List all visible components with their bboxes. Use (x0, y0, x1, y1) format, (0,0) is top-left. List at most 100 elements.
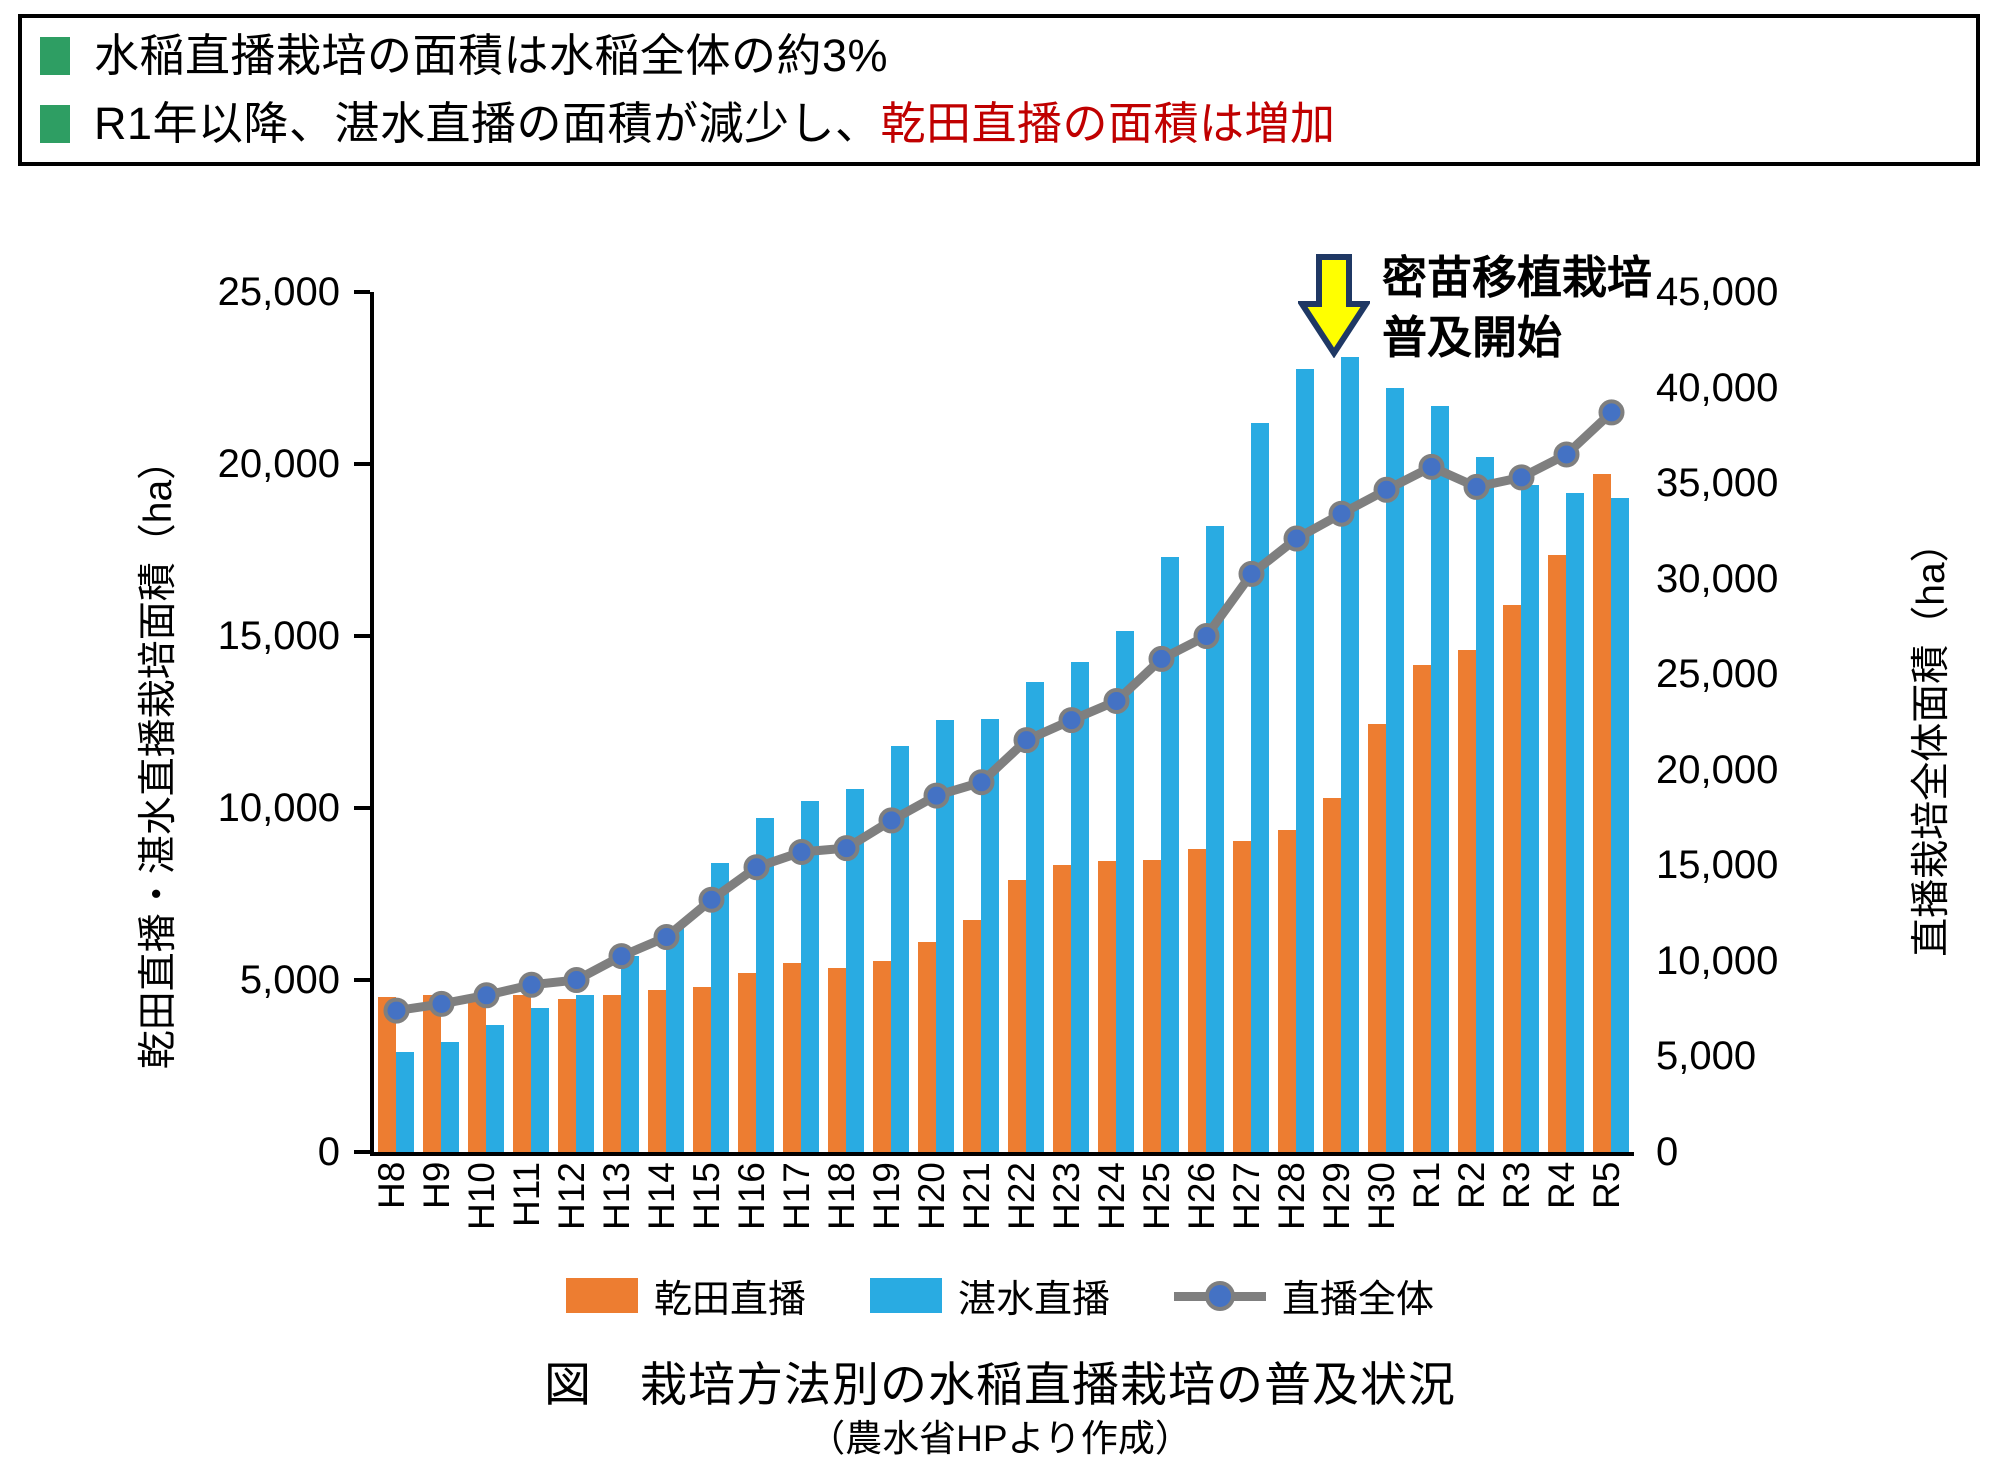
x-axis-label-H14: H14 (641, 1162, 682, 1230)
total-line-marker-H8 (383, 997, 410, 1024)
annotation-line-1: 密苗移植栽培 (1382, 252, 1653, 303)
dry-seeding-bar-R3 (1502, 605, 1521, 1152)
legend-item-dry: 乾田直播 (565, 1268, 806, 1323)
left-axis-tick-mark (354, 806, 370, 810)
annotation-text: 密苗移植栽培 普及開始 (1382, 248, 1652, 368)
total-line-marker-H27 (1238, 560, 1265, 587)
flooded-seeding-bar-H16 (755, 818, 774, 1152)
dry-seeding-bar-H10 (467, 997, 486, 1152)
left-axis-tick-label: 5,000 (239, 958, 340, 1002)
flooded-seeding-bar-H17 (800, 801, 819, 1152)
dry-seeding-bar-R2 (1457, 649, 1476, 1152)
flooded-seeding-bar-H21 (980, 718, 999, 1152)
legend-label-total: 直播全体 (1282, 1279, 1435, 1321)
flooded-seeding-bar-R5 (1610, 498, 1629, 1152)
header-text-2-red: 乾田直播の面積は増加 (880, 98, 1336, 149)
dry-seeding-bar-H23 (1052, 864, 1071, 1152)
flooded-seeding-bar-H15 (710, 863, 729, 1152)
total-line-marker-H23 (1058, 707, 1085, 734)
left-axis-tick-mark (354, 462, 370, 466)
flooded-seeding-bar-H12 (575, 995, 594, 1152)
total-line-marker-H15 (698, 886, 725, 913)
dry-seeding-bar-H12 (557, 998, 576, 1152)
left-axis-title: 乾田直播・湛水直播栽培面積（ha） (137, 440, 180, 1070)
x-axis-label-H28: H28 (1271, 1162, 1312, 1230)
dry-seeding-bar-H15 (692, 986, 711, 1152)
x-axis-label-H24: H24 (1091, 1162, 1132, 1230)
dry-seeding-bar-H22 (1007, 880, 1026, 1152)
flooded-seeding-bar-R4 (1565, 493, 1584, 1152)
total-line-marker-H9 (428, 990, 455, 1017)
total-line-marker-H29 (1328, 500, 1355, 527)
dry-seeding-bar-H19 (872, 961, 891, 1152)
x-axis-label-H17: H17 (776, 1162, 817, 1230)
x-axis-label-H9: H9 (416, 1162, 457, 1210)
total-line-marker-R1 (1418, 453, 1445, 480)
right-axis-tick-label: 30,000 (1656, 556, 1779, 601)
flooded-seeding-bar-R2 (1475, 457, 1494, 1152)
green-square-bullet-icon (40, 37, 70, 75)
dry-seeding-bar-H17 (782, 962, 801, 1152)
flooded-seeding-bar-H27 (1250, 422, 1269, 1152)
x-axis-label-R3: R3 (1496, 1162, 1537, 1210)
dry-seeding-bar-H14 (647, 990, 666, 1152)
dry-seeding-bar-H9 (422, 995, 441, 1152)
flooded-seeding-bar-R3 (1520, 484, 1539, 1152)
x-axis-label-H19: H19 (866, 1162, 907, 1230)
left-axis-tick-label: 15,000 (217, 614, 340, 658)
dry-seeding-bar-H27 (1232, 840, 1251, 1152)
x-axis-label-H15: H15 (686, 1162, 727, 1230)
x-axis-label-H11: H11 (506, 1162, 547, 1228)
x-axis-label-H22: H22 (1001, 1162, 1042, 1230)
total-line-marker-H12 (563, 967, 590, 993)
left-axis-tick-label: 25,000 (217, 270, 340, 314)
yellow-down-arrow-icon (1298, 254, 1370, 358)
total-line-marker-H22 (1013, 727, 1040, 754)
x-axis-label-H10: H10 (461, 1162, 502, 1230)
figure-source: （農水省HPより作成） (808, 1418, 1192, 1459)
flooded-seeding-bar-H24 (1115, 630, 1134, 1152)
flooded-seeding-bar-H8 (395, 1052, 414, 1152)
right-axis-tick-label: 15,000 (1656, 843, 1779, 888)
x-axis-label-H13: H13 (596, 1162, 637, 1230)
total-line-marker-H26 (1193, 623, 1220, 649)
header-text-1: 水稲直播栽培の面積は水稲全体の約3% (94, 30, 889, 81)
right-axis-tick-label: 10,000 (1656, 938, 1779, 983)
total-line (395, 409, 1615, 1016)
x-axis-label-H30: H30 (1361, 1162, 1402, 1230)
legend-label-flooded: 湛水直播 (957, 1279, 1110, 1321)
dry-seeding-bar-H30 (1367, 723, 1386, 1152)
flooded-seeding-bar-H14 (665, 926, 684, 1152)
left-axis-tick-mark (354, 290, 370, 294)
left-axis-tick-label: 20,000 (217, 442, 340, 486)
flooded-seeding-swatch-icon (869, 1278, 942, 1313)
flooded-seeding-bar-H28 (1295, 369, 1314, 1152)
total-line-marker-H13 (608, 943, 635, 970)
x-axis-label-R4: R4 (1541, 1162, 1582, 1210)
right-axis-tick-label: 5,000 (1656, 1034, 1757, 1079)
header-text-2: R1年以降、湛水直播の面積が減少し、 (94, 98, 881, 149)
total-line-marker-H18 (833, 835, 860, 862)
total-line-marker-R5 (1598, 399, 1625, 426)
total-line-marker-R4 (1553, 441, 1580, 468)
total-line-marker-H21 (968, 769, 995, 796)
dry-seeding-bar-H13 (602, 995, 621, 1152)
x-axis-label-R5: R5 (1586, 1162, 1627, 1210)
x-axis-label-H12: H12 (551, 1162, 592, 1230)
dry-seeding-bar-H11 (512, 995, 531, 1152)
header-box: 水稲直播栽培の面積は水稲全体の約3% R1年以降、湛水直播の面積が減少し、乾田直… (18, 14, 1980, 166)
left-axis-tick-mark (354, 634, 370, 638)
x-axis-label-H23: H23 (1046, 1162, 1087, 1230)
right-axis-tick-label: 40,000 (1656, 365, 1779, 410)
right-axis-tick-label: 20,000 (1656, 747, 1779, 792)
total-line-marker-H11 (518, 971, 545, 998)
total-line-marker-H19 (878, 807, 905, 834)
dry-seeding-swatch-icon (565, 1278, 638, 1313)
flooded-seeding-bar-H13 (620, 955, 639, 1152)
legend-item-total: 直播全体 (1174, 1268, 1434, 1323)
flooded-seeding-bar-H30 (1385, 388, 1404, 1152)
total-line-marker-R3 (1508, 464, 1535, 491)
dry-seeding-bar-H16 (737, 973, 756, 1152)
flooded-seeding-bar-H29 (1340, 357, 1359, 1152)
